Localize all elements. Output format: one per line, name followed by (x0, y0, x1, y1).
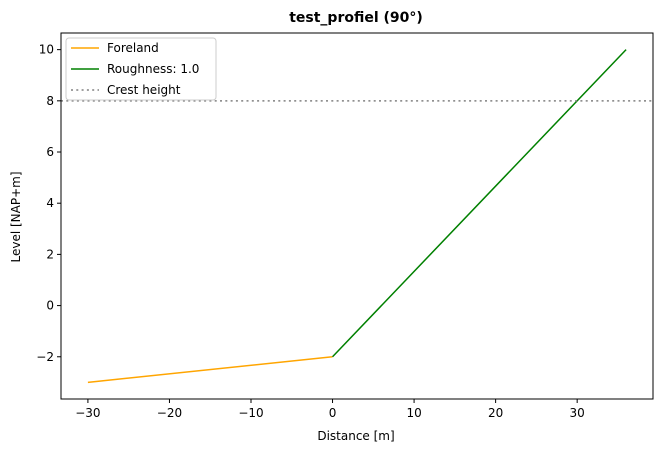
legend-box (65, 37, 217, 101)
series-foreland-line (87, 356, 333, 384)
legend-label: Roughness: 1.0 (107, 62, 199, 76)
y-tick-label: 4 (46, 196, 54, 210)
y-axis-ticks: −2 0 2 4 6 8 10 (36, 43, 61, 364)
x-axis-ticks: −30 −20 −10 0 10 20 30 (75, 399, 585, 420)
x-tick-label: −30 (75, 406, 100, 420)
y-tick-label: −2 (36, 350, 54, 364)
x-tick-label: −10 (238, 406, 263, 420)
y-tick-label: 6 (46, 145, 54, 159)
legend-label: Foreland (107, 41, 159, 55)
y-tick-label: 0 (46, 299, 54, 313)
y-tick-label: 2 (46, 247, 54, 261)
series-roughness-1-0-line (331, 49, 627, 358)
x-tick-label: −20 (157, 406, 182, 420)
plot-frame (60, 32, 654, 400)
y-axis-label: Level [NAP+m] (9, 171, 23, 262)
x-tick-label: 20 (488, 406, 503, 420)
plot-area (61, 49, 653, 384)
chart-title: test_profiel (90°) (289, 10, 423, 26)
x-tick-label: 0 (329, 406, 337, 420)
x-tick-label: 10 (406, 406, 421, 420)
legend: Foreland Roughness: 1.0 Crest height (65, 37, 217, 101)
x-axis-label: Distance [m] (317, 429, 394, 443)
y-tick-label: 10 (39, 43, 54, 57)
y-tick-label: 8 (46, 94, 54, 108)
legend-label: Crest height (107, 83, 181, 97)
x-tick-label: 30 (570, 406, 585, 420)
